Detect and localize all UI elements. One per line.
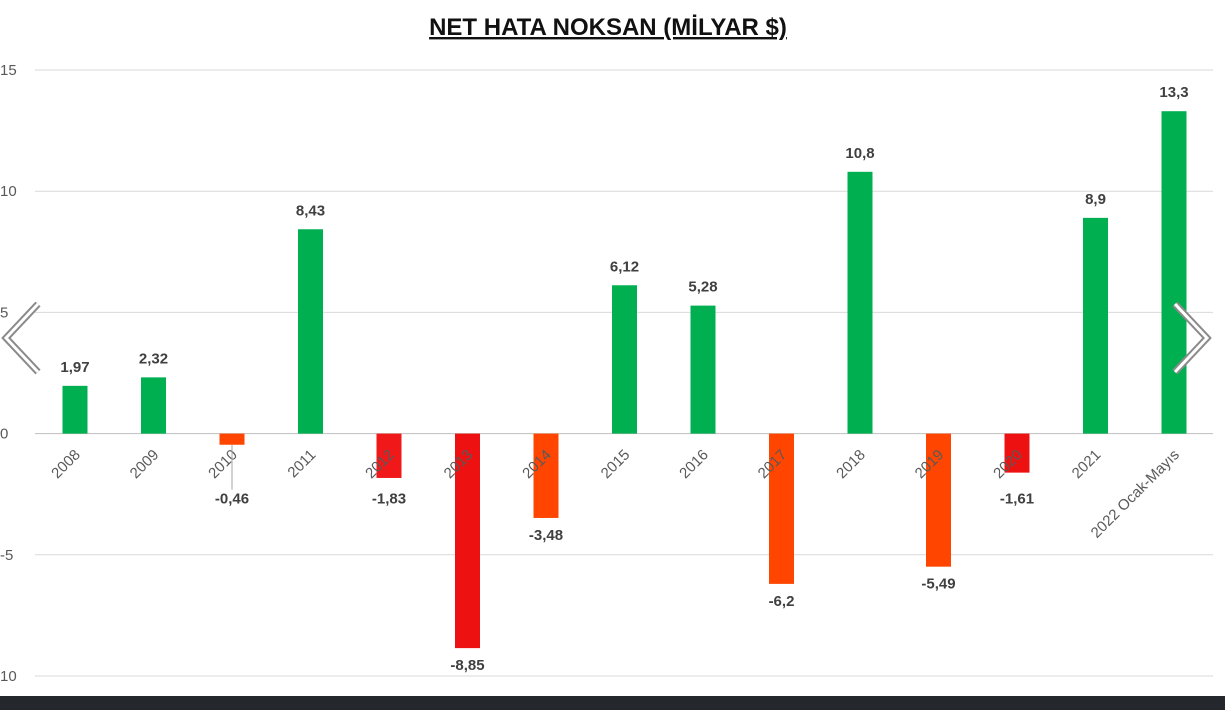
- bar: [1004, 433, 1030, 473]
- data-label: 1,97: [60, 359, 89, 376]
- chart-title: NET HATA NOKSAN (MİLYAR $): [429, 14, 787, 41]
- data-label: 10,8: [845, 145, 874, 162]
- bar: [769, 433, 794, 584]
- bar: [219, 433, 245, 445]
- x-tick-label: 2015: [598, 446, 634, 482]
- data-label: -5,49: [921, 576, 955, 593]
- bar: [690, 305, 716, 434]
- data-label: 6,12: [610, 258, 639, 275]
- bar: [1083, 217, 1108, 434]
- bar: [612, 285, 637, 434]
- data-label: -6,2: [769, 593, 795, 610]
- bar: [926, 433, 951, 567]
- data-label: -1,83: [372, 491, 406, 508]
- x-tick-label: 2016: [676, 446, 712, 482]
- y-tick-label: 10: [0, 183, 17, 200]
- chevron-right-icon: [1172, 301, 1212, 375]
- x-tick-label: 2011: [284, 446, 319, 481]
- bar: [1161, 111, 1187, 434]
- data-label: -0,46: [215, 491, 249, 508]
- data-label: 8,43: [296, 202, 325, 219]
- x-tick-label: 2018: [833, 446, 869, 482]
- data-label: -3,48: [529, 527, 563, 544]
- bar: [298, 229, 323, 434]
- data-labels: 1,97 2,32 -0,46 8,43 -1,83 -8,85 -3,48 6,12 5,28…: [60, 84, 1188, 674]
- y-axis-ticks: 15 10 5 0 -5 10: [0, 62, 17, 685]
- y-tick-label: 15: [0, 62, 17, 79]
- data-label: 13,3: [1159, 84, 1188, 101]
- data-label: -1,61: [1000, 491, 1034, 508]
- bottom-toolbar: [0, 696, 1225, 710]
- bar: [533, 433, 559, 518]
- y-tick-label: -5: [0, 547, 13, 564]
- data-label: 8,9: [1085, 191, 1106, 208]
- x-tick-label: 2010: [205, 446, 241, 482]
- bar: [455, 433, 480, 649]
- bar: [62, 385, 88, 434]
- bar: [847, 171, 873, 434]
- y-tick-label: 5: [0, 304, 8, 321]
- x-tick-label: 2021: [1069, 446, 1105, 482]
- bar: [141, 377, 166, 434]
- x-tick-label: 2008: [48, 446, 84, 482]
- chevron-left-icon: [1, 301, 41, 375]
- previous-slide-button[interactable]: [0, 296, 60, 376]
- data-label: 5,28: [688, 279, 717, 296]
- next-slide-button[interactable]: [1165, 296, 1225, 376]
- bars: [62, 111, 1187, 649]
- data-label: -8,85: [450, 657, 484, 674]
- bar: [376, 433, 402, 478]
- y-tick-label: 0: [0, 426, 8, 443]
- x-tick-label: 2009: [127, 446, 163, 482]
- data-label: 2,32: [139, 350, 168, 367]
- y-tick-label: 10: [0, 668, 17, 685]
